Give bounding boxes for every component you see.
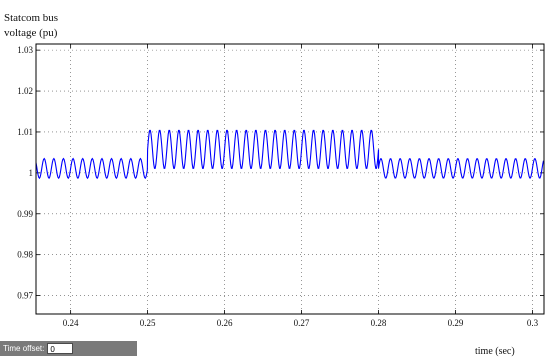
x-tick-label: 0.29 <box>448 318 464 328</box>
chart-title: Statcom bus voltage (pu) <box>4 12 58 39</box>
y-tick-label: 1.03 <box>17 45 33 55</box>
time-offset-label: Time offset: <box>3 344 45 353</box>
title-line-1: Statcom bus <box>4 12 58 24</box>
title-line-2: voltage (pu) <box>4 27 58 39</box>
x-tick-label: 0.26 <box>217 318 233 328</box>
x-tick-label: 0.27 <box>294 318 310 328</box>
grid <box>36 44 544 314</box>
x-axis-title: time (sec) <box>475 346 515 357</box>
time-offset-bar: Time offset: 0 <box>0 341 137 356</box>
y-tick-label: 0.97 <box>17 291 33 301</box>
time-offset-field[interactable]: 0 <box>47 343 74 354</box>
y-tick-label: 1 <box>29 168 34 178</box>
y-tick-label: 0.98 <box>17 250 33 260</box>
y-tick-label: 1.01 <box>17 127 33 137</box>
y-tick-labels: 0.97 0.98 0.99 1 1.01 1.02 1.03 <box>17 45 33 300</box>
plot-frame <box>35 43 545 315</box>
plot-area-background <box>36 44 544 314</box>
x-tick-labels: 0.24 0.25 0.26 0.27 0.28 0.29 0.3 <box>63 318 539 328</box>
y-tick-label: 1.02 <box>17 86 33 96</box>
x-tick-label: 0.25 <box>140 318 156 328</box>
series-group <box>35 129 544 180</box>
x-tick-label: 0.24 <box>63 318 79 328</box>
x-tick-label: 0.28 <box>371 318 387 328</box>
voltage-series-line <box>35 129 544 180</box>
axis-ticks <box>36 44 544 314</box>
x-tick-label: 0.3 <box>527 318 539 328</box>
y-tick-label: 0.99 <box>17 209 33 219</box>
